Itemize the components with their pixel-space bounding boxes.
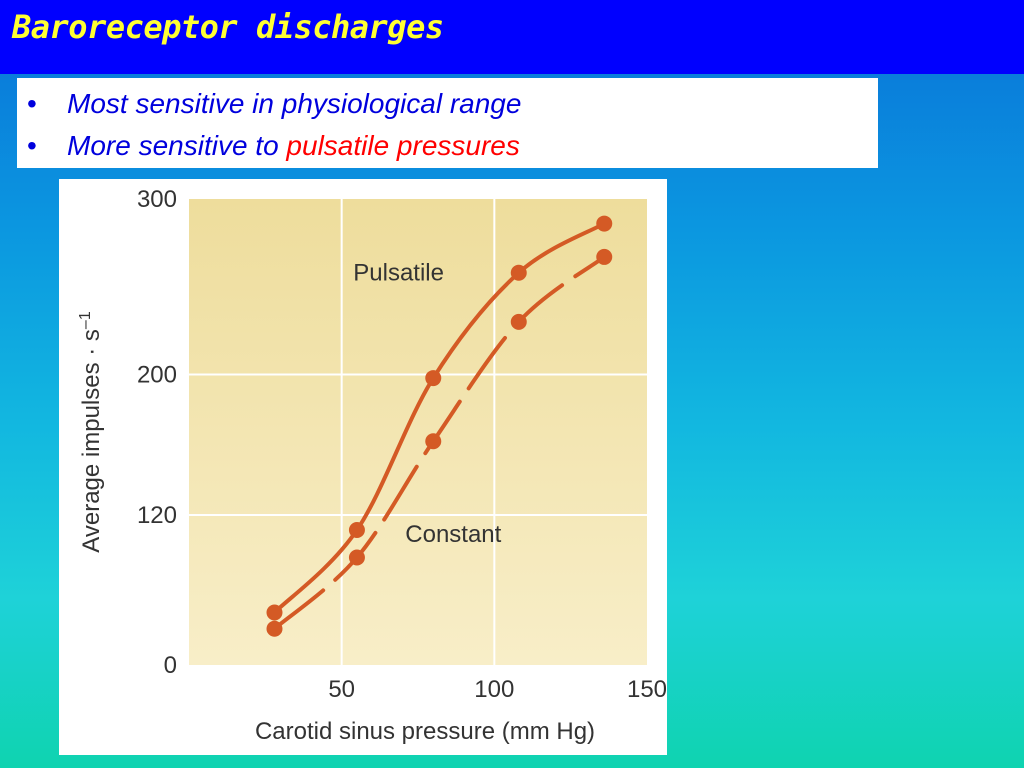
constant-point [348,549,365,566]
bullet-text-main: Most sensitive in physiological range [67,88,522,119]
pulsatile-point [266,604,283,621]
grid [189,199,647,665]
constant-series-label: Constant [405,521,501,548]
constant-point [596,248,613,265]
bullet-item: • More sensitive to pulsatile pressures [17,128,878,170]
y-axis-label-sup: –1 [77,311,94,329]
constant-point [266,620,283,637]
pulsatile-point [348,522,365,538]
series-layer: Pulsatile Constant [266,215,613,637]
pulsatile-point [510,264,527,281]
x-tick-label: 150 [627,676,667,703]
slide-title: Baroreceptor discharges [12,8,444,46]
pulsatile-series-label: Pulsatile [353,260,444,287]
x-tick-label: 100 [474,676,514,703]
chart-panel: Pulsatile Constant 50 100 150 0 120 200 300 Car… [59,179,667,755]
y-tick-label: 200 [137,362,177,389]
tick-labels: 50 100 150 0 120 200 300 [137,186,667,703]
constant-point [510,313,527,330]
bullet-text-main: More sensitive to [67,130,287,161]
x-tick-label: 50 [328,676,355,703]
bullet-text: More sensitive to pulsatile pressures [67,128,520,164]
y-axis-label: Average impulses · s–1 [77,311,105,553]
plot-area [189,199,647,665]
x-axis-label: Carotid sinus pressure (mm Hg) [255,718,595,745]
y-tick-label: 0 [164,652,177,679]
bullet-text: Most sensitive in physiological range [67,86,521,122]
bullet-highlight: pulsatile pressures [286,130,520,161]
y-tick-label: 300 [137,186,177,213]
bullet-marker: • [27,130,37,161]
constant-point [425,433,442,450]
title-bar: Baroreceptor discharges [0,0,1024,74]
bullet-item: • Most sensitive in physiological range [17,86,878,128]
bullet-box: • Most sensitive in physiological range … [17,78,878,168]
pulsatile-point [425,370,442,387]
bullet-marker: • [27,88,37,119]
pulsatile-point [596,215,613,232]
y-tick-label: 120 [137,502,177,529]
y-axis-label-main: Average impulses · s [78,329,105,553]
baroreceptor-chart: Pulsatile Constant 50 100 150 0 120 200 300 Car… [77,186,667,745]
